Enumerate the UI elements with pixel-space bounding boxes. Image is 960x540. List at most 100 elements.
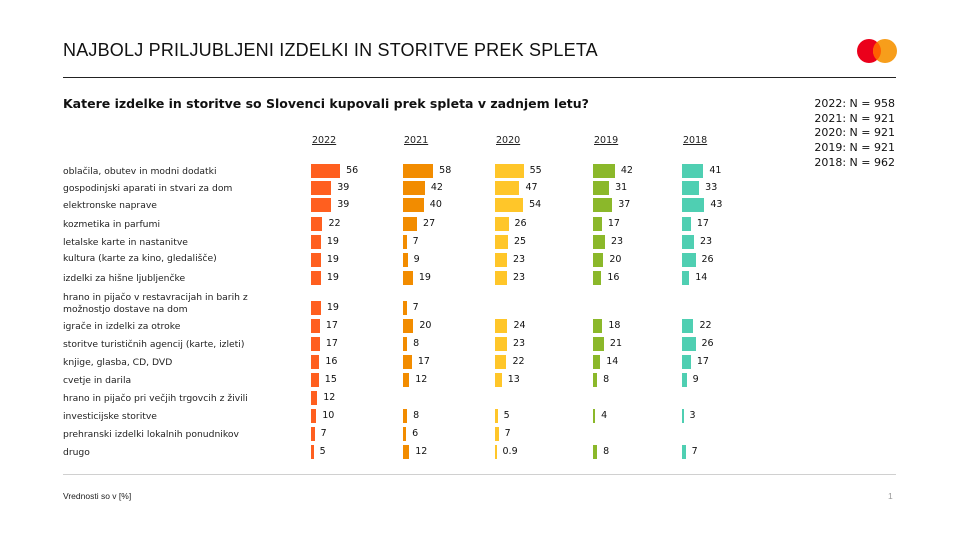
bar-2018 bbox=[682, 409, 684, 423]
bar-2020 bbox=[495, 445, 497, 459]
bar-2021 bbox=[403, 271, 413, 285]
category-label: elektronske naprave bbox=[63, 200, 157, 211]
data-label-2019: 18 bbox=[608, 320, 621, 331]
bar-2022 bbox=[311, 235, 321, 249]
data-label-2021: 17 bbox=[417, 356, 430, 367]
bar-2019 bbox=[593, 235, 605, 249]
data-label-2022: 16 bbox=[325, 356, 338, 367]
bar-2020 bbox=[495, 373, 502, 387]
bar-2020 bbox=[495, 164, 524, 178]
data-label-2021: 7 bbox=[412, 236, 419, 247]
bar-2020 bbox=[495, 427, 499, 441]
data-label-2019: 23 bbox=[610, 236, 624, 247]
data-label-2022: 12 bbox=[323, 392, 336, 403]
bar-2020 bbox=[495, 319, 508, 333]
category-label: izdelki za hišne ljubljenčke bbox=[63, 273, 186, 284]
bar-2022 bbox=[311, 409, 317, 423]
data-label-2021: 9 bbox=[413, 254, 420, 265]
data-label-2020: 23 bbox=[512, 254, 526, 265]
bar-2018 bbox=[682, 373, 687, 387]
bar-2022 bbox=[311, 445, 314, 459]
bar-2019 bbox=[593, 253, 604, 267]
bar-2022 bbox=[311, 373, 319, 387]
bar-2022 bbox=[311, 271, 321, 285]
footer-divider bbox=[63, 474, 896, 475]
bar-2022 bbox=[311, 301, 321, 315]
bar-2022 bbox=[311, 217, 323, 231]
bar-2018 bbox=[682, 445, 686, 459]
data-label-2020: 5 bbox=[503, 410, 510, 421]
data-label-2021: 7 bbox=[412, 302, 419, 313]
bar-2018 bbox=[682, 271, 690, 285]
bar-2022 bbox=[311, 181, 332, 195]
data-label-2020: 26 bbox=[514, 218, 527, 229]
bar-2022 bbox=[311, 427, 315, 441]
data-label-2018: 17 bbox=[696, 356, 709, 367]
bar-2018 bbox=[682, 319, 694, 333]
sample-size-2022: 2022: N = 958 bbox=[814, 97, 895, 110]
data-label-2018: 33 bbox=[705, 182, 718, 193]
data-label-2018: 9 bbox=[692, 374, 699, 385]
data-label-2019: 21 bbox=[609, 338, 622, 349]
data-label-2020: 25 bbox=[514, 236, 527, 247]
bar-2019 bbox=[593, 409, 596, 423]
bar-2020 bbox=[495, 409, 498, 423]
data-label-2022: 5 bbox=[319, 446, 326, 457]
data-label-2021: 12 bbox=[415, 374, 428, 385]
bar-2021 bbox=[403, 445, 410, 459]
year-header-2021: 2021 bbox=[404, 135, 429, 146]
category-label: igrače in izdelki za otroke bbox=[63, 321, 181, 332]
data-label-2018: 26 bbox=[701, 338, 714, 349]
category-label: drugo bbox=[63, 447, 90, 458]
category-label: letalske karte in nastanitve bbox=[63, 237, 188, 248]
bar-2021 bbox=[403, 319, 414, 333]
data-label-2020: 7 bbox=[504, 428, 511, 439]
bar-2021 bbox=[403, 253, 408, 267]
data-label-2018: 7 bbox=[691, 446, 698, 457]
data-label-2021: 12 bbox=[415, 446, 428, 457]
bar-2021 bbox=[403, 355, 412, 369]
bar-2021 bbox=[403, 164, 434, 178]
bar-2022 bbox=[311, 253, 321, 267]
bar-2019 bbox=[593, 164, 615, 178]
data-label-2019: 20 bbox=[609, 254, 622, 265]
sample-size-2019: 2019: N = 921 bbox=[814, 141, 895, 155]
data-label-2021: 40 bbox=[429, 199, 442, 210]
category-label: cvetje in darila bbox=[63, 375, 132, 386]
bar-2018 bbox=[682, 217, 691, 231]
data-label-2022: 7 bbox=[320, 428, 327, 439]
chart-question: Katere izdelke in storitve so Slovenci k… bbox=[63, 96, 589, 111]
bar-2020 bbox=[495, 198, 524, 212]
data-label-2020: 54 bbox=[529, 199, 542, 210]
bar-2019 bbox=[593, 355, 601, 369]
bar-2021 bbox=[403, 217, 418, 231]
bar-2019 bbox=[593, 373, 598, 387]
bar-2021 bbox=[403, 427, 407, 441]
bar-2018 bbox=[682, 337, 696, 351]
data-label-2020: 23 bbox=[512, 338, 526, 349]
bar-2019 bbox=[593, 337, 604, 351]
data-label-2022: 19 bbox=[326, 236, 339, 247]
data-label-2021: 6 bbox=[412, 428, 419, 439]
data-label-2019: 31 bbox=[615, 182, 628, 193]
data-label-2022: 22 bbox=[328, 218, 341, 229]
bar-2020 bbox=[495, 337, 507, 351]
bar-2021 bbox=[403, 301, 407, 315]
data-label-2019: 17 bbox=[607, 218, 620, 229]
data-label-2021: 27 bbox=[423, 218, 436, 229]
bar-2020 bbox=[495, 253, 507, 267]
data-label-2021: 8 bbox=[413, 338, 420, 349]
bar-2019 bbox=[593, 271, 602, 285]
bar-2022 bbox=[311, 391, 318, 405]
category-label: gospodinjski aparati in stvari za dom bbox=[63, 183, 233, 194]
bar-2020 bbox=[495, 271, 507, 285]
data-label-2018: 22 bbox=[699, 320, 712, 331]
data-label-2018: 43 bbox=[710, 199, 723, 210]
bar-2020 bbox=[495, 181, 520, 195]
header-divider bbox=[63, 77, 896, 78]
sample-size-2021: 2021: N = 921 bbox=[814, 111, 895, 125]
data-label-2019: 4 bbox=[601, 410, 608, 421]
data-label-2020: 47 bbox=[525, 182, 538, 193]
data-label-2021: 19 bbox=[418, 272, 431, 283]
data-label-2022: 17 bbox=[325, 338, 338, 349]
